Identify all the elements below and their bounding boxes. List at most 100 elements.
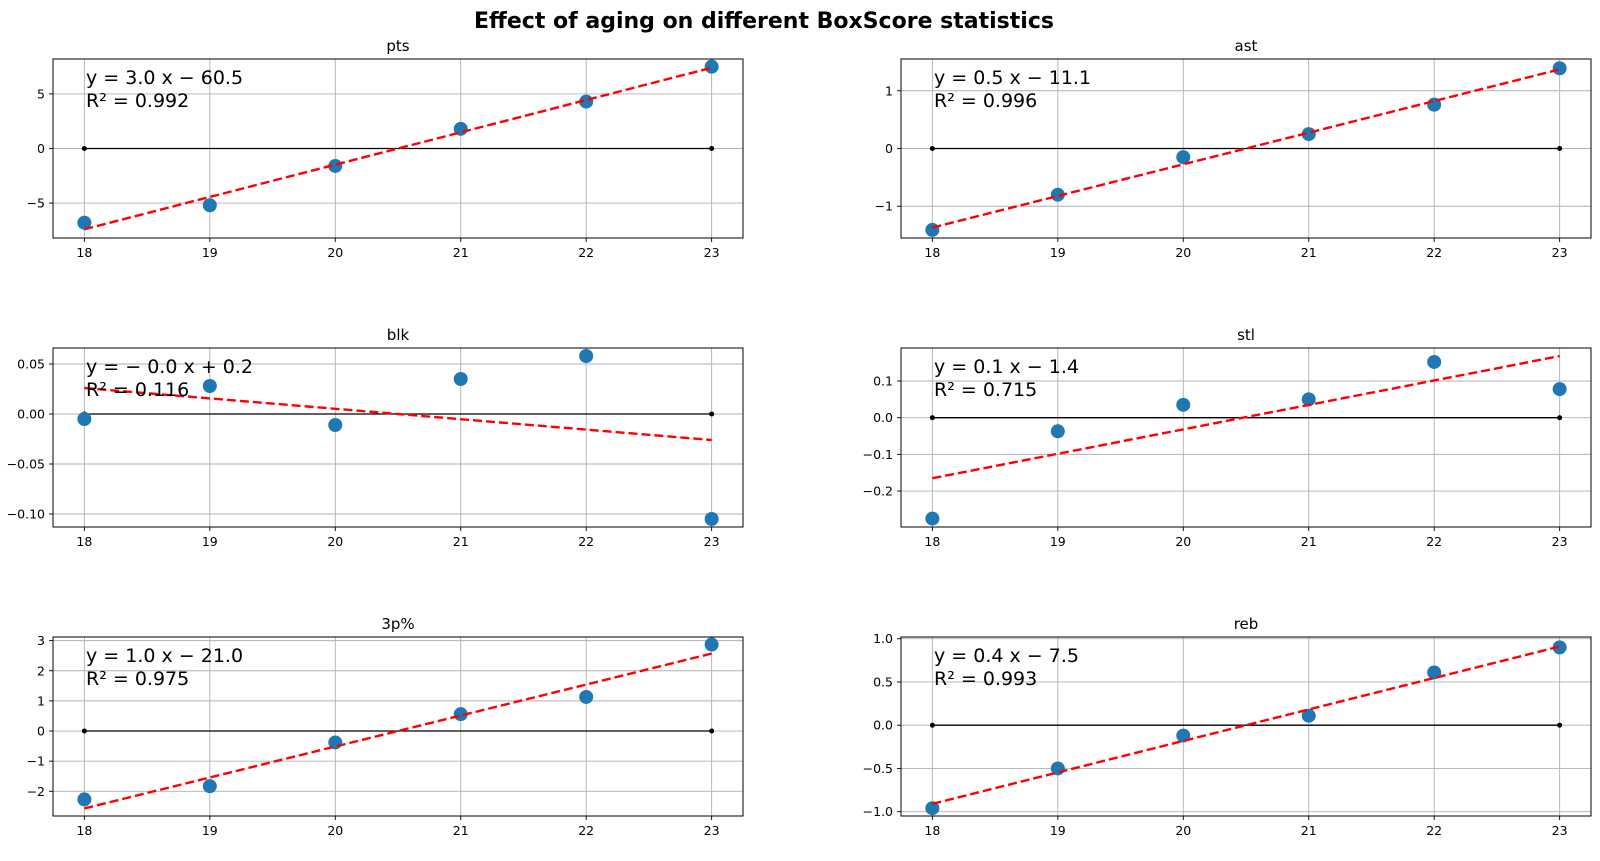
- data-point: [925, 511, 940, 526]
- data-point: [328, 158, 343, 173]
- data-point: [704, 512, 719, 526]
- x-tick-label: 23: [704, 245, 720, 260]
- x-tick-label: 23: [1552, 245, 1568, 260]
- subplot-plot-area: [925, 354, 1567, 526]
- data-point: [1050, 424, 1065, 439]
- x-tick-label: 18: [76, 245, 92, 260]
- y-tick-label: −0.05: [7, 457, 45, 472]
- x-tick-label: 23: [704, 823, 720, 838]
- r-squared-label: R² = 0.116: [86, 379, 189, 401]
- data-point: [1427, 354, 1442, 369]
- equation-label: y = 0.1 x − 1.4: [934, 356, 1079, 378]
- baseline-endpoint: [929, 415, 935, 421]
- y-tick-label: 0.05: [17, 357, 45, 372]
- x-tick-label: 18: [76, 534, 92, 549]
- data-point: [925, 222, 940, 237]
- regression-line: [932, 645, 1560, 806]
- subplot-plot-area: [77, 349, 719, 526]
- data-point: [77, 412, 92, 426]
- x-tick-label: 21: [453, 823, 469, 838]
- y-tick-label: −0.1: [863, 447, 893, 462]
- data-point: [579, 349, 594, 363]
- r-squared-label: R² = 0.996: [934, 90, 1037, 112]
- data-point: [925, 801, 940, 816]
- r-squared-label: R² = 0.993: [934, 668, 1037, 690]
- data-point: [453, 707, 468, 722]
- subplot-reb-panel: reb 18 19 20 21 22 23 −1.0 −0.5 0.0 0.5 1.0 y = 0.4 …: [863, 615, 1592, 838]
- x-tick-label: 22: [1426, 245, 1442, 260]
- subplot-plot-area: [77, 59, 719, 231]
- y-tick-label: −1: [27, 754, 45, 769]
- figure-title: Effect of aging on different BoxScore st…: [474, 9, 1054, 34]
- baseline-endpoint: [1557, 722, 1563, 728]
- data-point: [202, 379, 217, 393]
- x-tick-label: 21: [1301, 534, 1317, 549]
- equation-label: y = 0.5 x − 11.1: [934, 67, 1091, 89]
- subplot-ast-panel: ast 18 19 20 21 22 23 −1 0 1 y = 0.5 x − 11.1R² = …: [875, 37, 1592, 260]
- x-tick-label: 23: [704, 534, 720, 549]
- y-tick-label: 5: [37, 86, 45, 101]
- baseline-endpoint: [929, 722, 935, 728]
- y-tick-label: 2: [37, 663, 45, 678]
- y-tick-label: −0.10: [7, 507, 45, 522]
- baseline-endpoint: [709, 728, 715, 734]
- subplot-stl-panel: stl 18 19 20 21 22 23 −0.2 −0.1 0.0 0.1 y = 0.1 x −…: [863, 326, 1592, 549]
- regression-line: [84, 386, 712, 442]
- y-tick-label: 0: [37, 724, 45, 739]
- data-point: [77, 792, 92, 807]
- x-tick-label: 20: [327, 823, 343, 838]
- x-tick-label: 18: [924, 823, 940, 838]
- x-tick-label: 22: [578, 245, 594, 260]
- x-tick-label: 21: [1301, 245, 1317, 260]
- axes-frame: [900, 636, 1592, 817]
- y-tick-label: −0.5: [863, 761, 893, 776]
- r-squared-label: R² = 0.975: [86, 668, 189, 690]
- y-tick-label: 3: [37, 633, 45, 648]
- x-tick-label: 22: [1426, 534, 1442, 549]
- r-squared-label: R² = 0.715: [934, 379, 1037, 401]
- y-tick-label: 1: [885, 83, 893, 98]
- axes-frame: [52, 58, 744, 239]
- data-point: [704, 59, 719, 74]
- subplot-plot-area: [925, 640, 1567, 816]
- x-tick-label: 19: [202, 823, 218, 838]
- subplot-plot-area: [77, 637, 719, 810]
- y-tick-label: 0: [885, 141, 893, 156]
- equation-label: y = 3.0 x − 60.5: [86, 67, 243, 89]
- x-tick-label: 19: [1050, 534, 1066, 549]
- data-point: [202, 198, 217, 213]
- y-tick-label: 0.5: [873, 674, 893, 689]
- axes-frame: [900, 347, 1592, 528]
- data-point: [202, 779, 217, 794]
- subplot-title: ast: [1235, 37, 1258, 55]
- data-point: [1176, 150, 1191, 165]
- subplot-pts-panel: pts 18 19 20 21 22 23 −5 0 5 y = 3.0 x − 60.5R² = …: [27, 37, 744, 260]
- data-point: [1552, 382, 1567, 397]
- x-tick-label: 20: [1175, 534, 1191, 549]
- baseline-endpoint: [81, 728, 87, 734]
- x-tick-label: 22: [1426, 823, 1442, 838]
- y-tick-label: 0.00: [17, 407, 45, 422]
- baseline-endpoint: [929, 146, 935, 151]
- data-point: [1301, 392, 1316, 407]
- x-tick-label: 22: [578, 534, 594, 549]
- regression-line: [932, 68, 1560, 229]
- subplot-title: 3p%: [381, 615, 414, 633]
- x-tick-label: 21: [1301, 823, 1317, 838]
- x-tick-label: 19: [202, 245, 218, 260]
- baseline-endpoint: [1557, 146, 1563, 151]
- y-tick-label: −1.0: [863, 804, 893, 819]
- data-point: [704, 637, 719, 652]
- regression-line: [84, 652, 712, 810]
- axes-frame: [52, 347, 744, 528]
- x-tick-label: 19: [1050, 245, 1066, 260]
- x-tick-label: 23: [1552, 823, 1568, 838]
- y-tick-label: 0.0: [873, 410, 893, 425]
- x-tick-label: 21: [453, 534, 469, 549]
- r-squared-label: R² = 0.992: [86, 90, 189, 112]
- y-tick-label: −1: [875, 199, 893, 214]
- data-point: [328, 418, 343, 432]
